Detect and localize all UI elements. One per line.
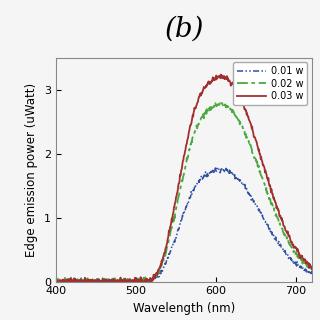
- 0.01 w: [205, 172, 209, 176]
- 0.02 w: [55, 280, 59, 284]
- 0.01 w: [120, 276, 124, 280]
- 0.02 w: [226, 105, 230, 109]
- Text: (b): (b): [164, 16, 204, 43]
- 0.03 w: [54, 280, 58, 284]
- 0.01 w: [310, 272, 314, 276]
- 0.02 w: [120, 277, 124, 281]
- 0.01 w: [248, 193, 252, 197]
- 0.03 w: [219, 73, 223, 76]
- 0.02 w: [54, 279, 58, 283]
- 0.01 w: [56, 280, 60, 284]
- Y-axis label: Edge emission power (uWatt): Edge emission power (uWatt): [26, 83, 38, 257]
- 0.03 w: [100, 279, 103, 283]
- 0.03 w: [170, 216, 174, 220]
- Line: 0.01 w: 0.01 w: [56, 168, 312, 282]
- 0.02 w: [220, 101, 224, 105]
- 0.02 w: [205, 108, 209, 112]
- 0.03 w: [247, 118, 251, 122]
- Legend: 0.01 w, 0.02 w, 0.03 w: 0.01 w, 0.02 w, 0.03 w: [233, 62, 307, 105]
- Line: 0.02 w: 0.02 w: [56, 103, 312, 282]
- 0.02 w: [170, 224, 174, 228]
- 0.01 w: [100, 278, 104, 282]
- 0.02 w: [310, 268, 314, 272]
- Line: 0.03 w: 0.03 w: [56, 75, 312, 282]
- 0.03 w: [226, 77, 229, 81]
- 0.03 w: [120, 280, 124, 284]
- 0.01 w: [54, 278, 58, 282]
- 0.03 w: [310, 268, 314, 271]
- 0.02 w: [100, 280, 104, 284]
- 0.01 w: [213, 166, 217, 170]
- 0.02 w: [248, 141, 252, 145]
- X-axis label: Wavelength (nm): Wavelength (nm): [133, 302, 235, 315]
- 0.03 w: [205, 83, 209, 87]
- 0.01 w: [170, 244, 174, 248]
- 0.01 w: [226, 171, 230, 174]
